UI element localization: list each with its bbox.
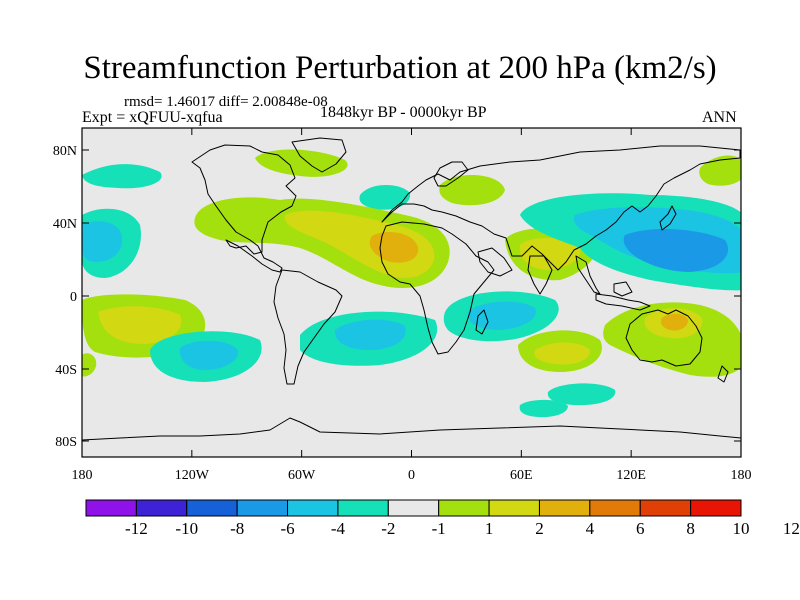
colorbar-label: -10 — [175, 519, 198, 538]
ocean-background — [82, 128, 741, 457]
colorbar-swatch — [538, 499, 591, 517]
colorbar-label: -4 — [331, 519, 346, 538]
lon-tick-label: 180 — [72, 468, 93, 483]
colorbar-label: 1 — [485, 519, 494, 538]
colorbar-swatch — [387, 499, 440, 517]
stats-label: rmsd= 1.46017 diff= 2.00848e-08 — [124, 94, 328, 110]
anomaly-region — [439, 174, 505, 206]
coastline-new-zealand — [717, 365, 729, 383]
colorbar-label: 2 — [535, 519, 544, 538]
lat-tick-label: 80S — [55, 435, 77, 450]
lat-tick-label: 0 — [70, 290, 77, 305]
colorbar-swatch — [488, 499, 540, 517]
colorbar-label: -2 — [381, 519, 395, 538]
colorbar-swatch — [337, 499, 389, 517]
negative-anomaly-regions — [82, 193, 741, 418]
coastline-antarctica — [82, 417, 741, 441]
lat-tick-label: 80N — [53, 144, 77, 159]
colorbar-swatch — [639, 499, 692, 517]
anomaly-region — [82, 221, 123, 262]
colorbar-swatch — [186, 499, 238, 517]
colorbar-label: -1 — [432, 519, 446, 538]
anomaly-region — [603, 302, 741, 377]
colorbar-swatch — [589, 499, 641, 517]
colorbar-swatch — [438, 499, 490, 517]
season-label: ANN — [702, 109, 737, 126]
lon-tick-label: 60W — [288, 468, 316, 483]
colorbar-swatch — [690, 499, 742, 517]
colorbar-swatch — [85, 499, 137, 517]
anomaly-region — [467, 301, 536, 330]
anomaly-region — [547, 383, 616, 406]
positive-anomaly-regions — [82, 149, 741, 377]
colorbar-label: -8 — [230, 519, 244, 538]
lat-tick-label: 40N — [53, 217, 77, 232]
coastlines — [82, 137, 741, 441]
anomaly-region — [699, 155, 741, 186]
experiment-label: Expt = xQFUU-xqfua — [82, 109, 223, 126]
coastline-scandinavia — [433, 161, 469, 187]
colorbar-label: 8 — [686, 519, 695, 538]
colorbar: -12 -10 -8 -6 -4 -2 -1 1 2 4 6 8 10 12 — [85, 499, 800, 538]
period-label: 1848kyr BP - 0000kyr BP — [320, 104, 487, 121]
coastline-india — [527, 255, 553, 295]
lat-tick-label: 40S — [55, 363, 77, 378]
anomaly-region — [179, 340, 239, 370]
anomaly-region — [359, 184, 411, 210]
colorbar-swatch — [287, 499, 339, 517]
coastline-north-america — [191, 144, 297, 273]
anomaly-region — [98, 306, 182, 344]
colorbar-swatch — [236, 499, 289, 517]
axis-ticks — [81, 128, 742, 457]
colorbar-label: 10 — [733, 519, 750, 538]
coastline-madagascar — [475, 309, 489, 335]
axis-tick-labels: 80N 40N 0 40S 80S 180 120W 60W 0 60E 120E 180 — [53, 144, 752, 483]
colorbar-label: -12 — [125, 519, 148, 538]
coastline-indonesia — [595, 293, 651, 311]
anomaly-region — [623, 228, 729, 272]
coastline-arabia — [477, 247, 513, 277]
anomaly-region — [334, 319, 406, 350]
lon-tick-label: 120E — [616, 468, 646, 483]
lon-tick-label: 0 — [408, 468, 415, 483]
coastline-japan — [659, 205, 677, 231]
anomaly-region — [660, 313, 688, 331]
map-title: Streamfunction Perturbation at 200 hPa (… — [83, 50, 717, 86]
anomaly-region — [82, 164, 162, 189]
coastline-australia — [625, 309, 703, 367]
colorbar-label: 12 — [783, 519, 800, 538]
coastline-borneo — [613, 281, 633, 297]
anomaly-region — [519, 399, 568, 418]
coastline-south-america — [273, 269, 343, 385]
anomaly-region — [534, 342, 590, 365]
lon-tick-label: 180 — [731, 468, 752, 483]
colorbar-swatch — [135, 499, 188, 517]
colorbar-label: 4 — [586, 519, 595, 538]
lon-tick-label: 120W — [175, 468, 210, 483]
colorbar-label: -6 — [280, 519, 294, 538]
colorbar-label: 6 — [636, 519, 645, 538]
coastline-eurasia — [381, 145, 741, 271]
anomaly-region — [82, 353, 97, 377]
lon-tick-label: 60E — [510, 468, 533, 483]
coastline-africa — [379, 221, 495, 355]
coastline-greenland — [291, 137, 347, 173]
